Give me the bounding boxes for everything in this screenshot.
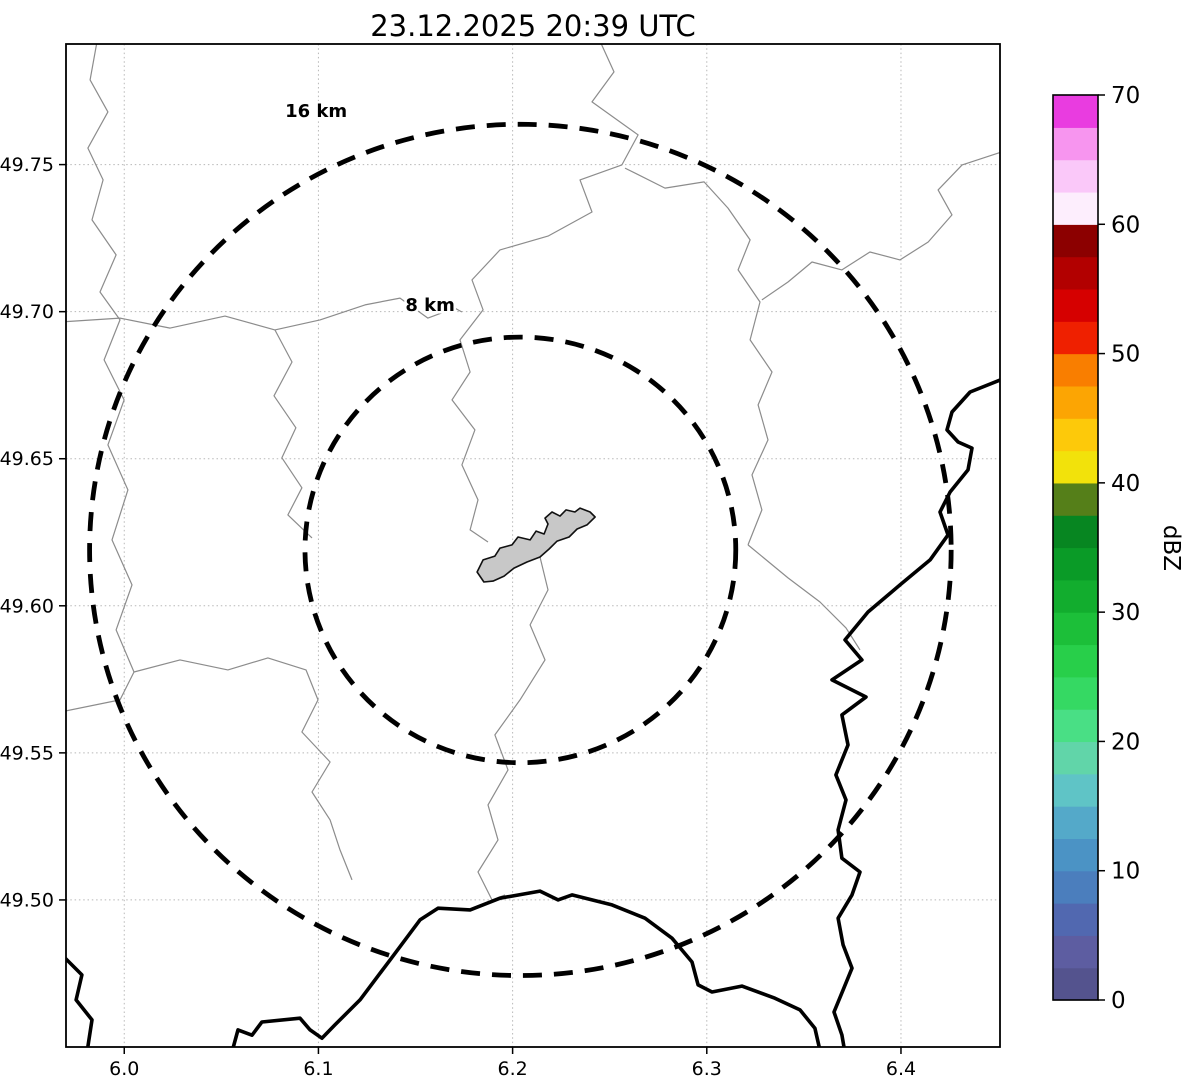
y-tick-label: 49.55 bbox=[0, 742, 54, 764]
range-ring-label: 16 km bbox=[285, 101, 347, 122]
colorbar-segment bbox=[1053, 224, 1098, 258]
colorbar-tick-label: 40 bbox=[1111, 471, 1140, 497]
y-tick-label: 49.75 bbox=[0, 154, 54, 176]
city-boundary bbox=[476, 507, 596, 583]
colorbar-segment bbox=[1053, 450, 1098, 484]
colorbar-segment bbox=[1053, 903, 1098, 936]
national-border-line bbox=[231, 889, 822, 1047]
colorbar-segment bbox=[1053, 547, 1098, 581]
colorbar-segment bbox=[1053, 256, 1098, 290]
colorbar-segment bbox=[1053, 191, 1098, 225]
colorbar-segment bbox=[1053, 353, 1098, 387]
range-ring-16km bbox=[87, 121, 954, 978]
colorbar-segment bbox=[1053, 385, 1098, 419]
y-tick-label: 49.50 bbox=[0, 889, 54, 911]
figure-title: 23.12.2025 20:39 UTC bbox=[370, 9, 696, 43]
colorbar-tick-label: 60 bbox=[1111, 212, 1140, 238]
colorbar-tick-label: 0 bbox=[1111, 988, 1126, 1014]
y-tick-label: 49.60 bbox=[0, 595, 54, 617]
range-ring-8km bbox=[302, 334, 739, 766]
national-border-line bbox=[66, 956, 94, 1047]
colorbar-tick-label: 30 bbox=[1111, 600, 1140, 626]
colorbar-outline bbox=[1052, 94, 1099, 1001]
colorbar-tick-label: 10 bbox=[1111, 859, 1140, 885]
colorbar-segment bbox=[1053, 95, 1098, 128]
colorbar-segment bbox=[1053, 612, 1098, 646]
colorbar-segment bbox=[1053, 418, 1098, 452]
colorbar-segment bbox=[1053, 935, 1098, 969]
colorbar-segment bbox=[1053, 967, 1098, 1001]
y-tick-label: 49.70 bbox=[0, 301, 54, 323]
colorbar-segment bbox=[1053, 159, 1098, 193]
regional-border-line bbox=[761, 151, 1000, 301]
x-tick-label: 6.3 bbox=[692, 1058, 722, 1080]
colorbar-segment bbox=[1053, 676, 1098, 710]
colorbar-segment bbox=[1053, 515, 1098, 549]
colorbar-segment bbox=[1053, 806, 1098, 839]
colorbar-segment bbox=[1053, 482, 1098, 516]
x-tick-label: 6.1 bbox=[303, 1058, 333, 1080]
regional-border-line bbox=[451, 44, 639, 543]
colorbar-segment bbox=[1053, 127, 1098, 161]
colorbar-segment bbox=[1053, 870, 1098, 904]
regional-border-line bbox=[273, 329, 313, 539]
regional-border-line bbox=[66, 44, 135, 712]
colorbar-segment bbox=[1053, 773, 1098, 807]
y-axis: 49.50 49.55 49.60 49.65 49.70 49.75 bbox=[0, 154, 66, 911]
range-rings-layer bbox=[87, 121, 954, 978]
colorbar-segment bbox=[1053, 321, 1098, 355]
regional-border-line bbox=[624, 167, 773, 546]
colorbar: 0 10 20 30 40 50 60 70 bbox=[1052, 83, 1140, 1014]
colorbar-segment bbox=[1053, 838, 1098, 872]
x-tick-label: 6.2 bbox=[498, 1058, 528, 1080]
colorbar-segment bbox=[1053, 644, 1098, 678]
colorbar-segment bbox=[1053, 288, 1098, 322]
colorbar-segment bbox=[1053, 709, 1098, 743]
national-border-line bbox=[830, 378, 1000, 1047]
colorbar-tick-label: 50 bbox=[1111, 342, 1140, 368]
colorbar-axis-label: dBZ bbox=[1158, 525, 1184, 571]
y-tick-label: 49.65 bbox=[0, 448, 54, 470]
range-ring-labels-layer: 8 km 16 km bbox=[283, 98, 458, 318]
plot-border bbox=[65, 43, 1001, 1048]
regional-border-line bbox=[133, 657, 353, 881]
range-ring-label: 8 km bbox=[405, 295, 455, 316]
x-axis: 6.0 6.1 6.2 6.3 6.4 bbox=[109, 1047, 916, 1080]
regional-border-line bbox=[477, 556, 549, 901]
colorbar-tick-label: 70 bbox=[1111, 83, 1140, 109]
colorbar-segment bbox=[1053, 579, 1098, 613]
x-tick-label: 6.4 bbox=[886, 1058, 916, 1080]
x-tick-label: 6.0 bbox=[109, 1058, 139, 1080]
colorbar-segment bbox=[1053, 741, 1098, 775]
colorbar-tick-label: 20 bbox=[1111, 729, 1140, 755]
